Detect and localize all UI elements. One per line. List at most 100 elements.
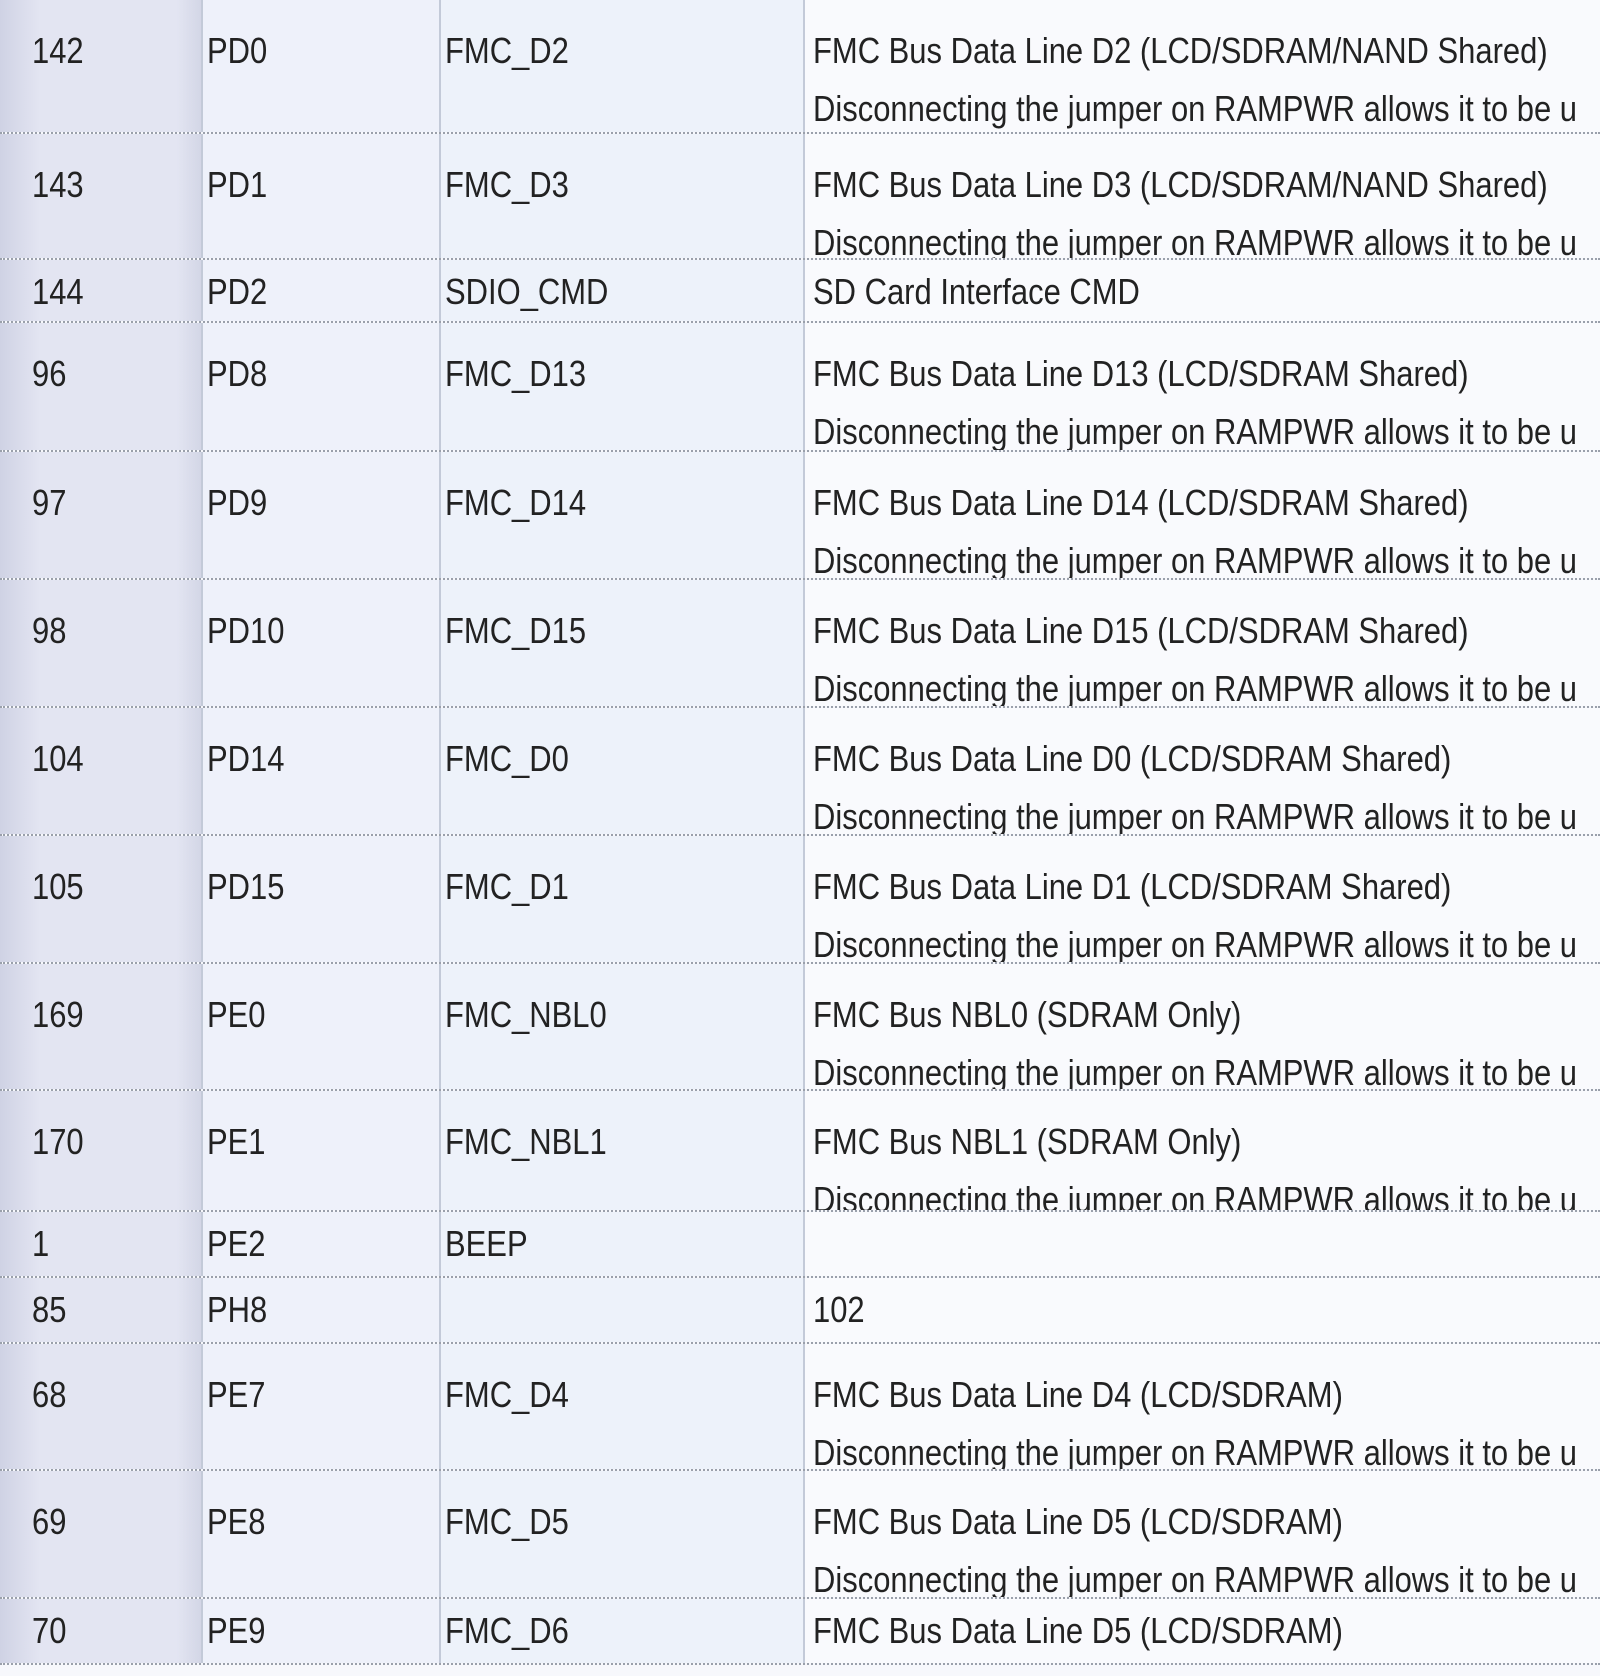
description-text: Disconnecting the jumper on RAMPWR allow…: [813, 1052, 1578, 1089]
port-text: PD2: [207, 271, 268, 312]
description-text: Disconnecting the jumper on RAMPWR allow…: [813, 924, 1578, 962]
port-text: PD8: [207, 353, 268, 394]
pin-text: 68: [32, 1374, 67, 1415]
description-cell: FMC Bus Data Line D5 (LCD/SDRAM): [805, 1599, 1600, 1663]
port-text: PD15: [207, 866, 285, 907]
port-cell: PD9: [203, 452, 441, 578]
description-text: FMC Bus Data Line D0 (LCD/SDRAM Shared): [813, 738, 1452, 779]
pin-text: 104: [32, 738, 84, 779]
function-text: FMC_NBL1: [445, 1121, 607, 1162]
function-cell: BEEP: [441, 1212, 805, 1276]
function-text: FMC_D5: [445, 1501, 569, 1542]
port-cell: PE1: [203, 1091, 441, 1210]
port-cell: PD0: [203, 0, 441, 132]
description-text: FMC Bus Data Line D15 (LCD/SDRAM Shared): [813, 610, 1469, 651]
function-text: SDIO_CMD: [445, 271, 609, 312]
description-cell: SD Card Interface CMD: [805, 260, 1600, 321]
function-cell: FMC_D6: [441, 1599, 805, 1663]
port-cell: PD8: [203, 323, 441, 450]
pin-cell: 97: [0, 452, 203, 578]
table-row: 98 PD10 FMC_D15 FMC Bus Data Line D15 (LCD/…: [0, 580, 1600, 708]
function-cell: FMC_D1: [441, 836, 805, 962]
pin-cell: 70: [0, 1599, 203, 1663]
pin-text: 97: [32, 482, 67, 523]
description-text: 102: [813, 1289, 865, 1330]
table-row: 69 PE8 FMC_D5 FMC Bus Data Line D5 (LCD/SDR…: [0, 1471, 1600, 1599]
table-row: 97 PD9 FMC_D14 FMC Bus Data Line D14 (LCD/S…: [0, 452, 1600, 580]
function-cell: FMC_D5: [441, 1471, 805, 1597]
pin-text: 144: [32, 271, 84, 312]
port-text: PD9: [207, 482, 268, 523]
description-cell: FMC Bus Data Line D3 (LCD/SDRAM/NAND Sha…: [805, 134, 1600, 258]
description-cell: FMC Bus Data Line D5 (LCD/SDRAM) Disconne…: [805, 1471, 1600, 1597]
pin-cell: 96: [0, 323, 203, 450]
port-text: PD10: [207, 610, 285, 651]
pin-text: 169: [32, 994, 84, 1035]
description-text: Disconnecting the jumper on RAMPWR allow…: [813, 1432, 1578, 1469]
port-text: PE2: [207, 1223, 266, 1264]
description-text: Disconnecting the jumper on RAMPWR allow…: [813, 540, 1578, 578]
description-text: FMC Bus Data Line D2 (LCD/SDRAM/NAND Sha…: [813, 30, 1548, 71]
function-cell: SDIO_CMD: [441, 260, 805, 321]
pin-text: 96: [32, 353, 67, 394]
pin-text: 143: [32, 164, 84, 205]
port-text: PE9: [207, 1610, 266, 1651]
table-row: 143 PD1 FMC_D3 FMC Bus Data Line D3 (LCD/SD…: [0, 134, 1600, 260]
description-cell: FMC Bus Data Line D15 (LCD/SDRAM Shared)…: [805, 580, 1600, 706]
description-text: Disconnecting the jumper on RAMPWR allow…: [813, 796, 1578, 834]
port-cell: PE8: [203, 1471, 441, 1597]
pin-text: 170: [32, 1121, 84, 1162]
function-text: BEEP: [445, 1223, 528, 1264]
function-cell: FMC_D2: [441, 0, 805, 132]
description-text: FMC Bus NBL1 (SDRAM Only): [813, 1121, 1242, 1162]
port-text: PD1: [207, 164, 268, 205]
description-cell: FMC Bus NBL0 (SDRAM Only) Disconnecting t…: [805, 964, 1600, 1089]
function-text: FMC_D13: [445, 353, 587, 394]
pin-cell: 169: [0, 964, 203, 1089]
description-cell: FMC Bus Data Line D1 (LCD/SDRAM Shared) D…: [805, 836, 1600, 962]
port-cell: PD15: [203, 836, 441, 962]
pin-text: 142: [32, 30, 84, 71]
port-cell: PD1: [203, 134, 441, 258]
pin-cell: 144: [0, 260, 203, 321]
port-text: PD14: [207, 738, 285, 779]
function-text: FMC_D3: [445, 164, 569, 205]
port-cell: PD14: [203, 708, 441, 834]
pin-cell: 104: [0, 708, 203, 834]
description-text: Disconnecting the jumper on RAMPWR allow…: [813, 1179, 1578, 1210]
table-row: 104 PD14 FMC_D0 FMC Bus Data Line D0 (LCD/S…: [0, 708, 1600, 836]
port-cell: PH8: [203, 1278, 441, 1342]
description-text: FMC Bus NBL0 (SDRAM Only): [813, 994, 1242, 1035]
function-text: FMC_D15: [445, 610, 587, 651]
table-row: 170 PE1 FMC_NBL1 FMC Bus NBL1 (SDRAM Only) D…: [0, 1091, 1600, 1212]
description-cell: FMC Bus Data Line D13 (LCD/SDRAM Shared)…: [805, 323, 1600, 450]
pin-cell: 142: [0, 0, 203, 132]
function-cell: FMC_D0: [441, 708, 805, 834]
port-cell: PD10: [203, 580, 441, 706]
description-text: Disconnecting the jumper on RAMPWR allow…: [813, 1559, 1578, 1597]
pin-cell: 68: [0, 1344, 203, 1469]
function-cell: FMC_D14: [441, 452, 805, 578]
port-cell: PE7: [203, 1344, 441, 1469]
port-cell: PD2: [203, 260, 441, 321]
port-cell: PE9: [203, 1599, 441, 1663]
function-cell: FMC_D13: [441, 323, 805, 450]
function-text: FMC_D0: [445, 738, 569, 779]
table-row: 68 PE7 FMC_D4 FMC Bus Data Line D4 (LCD/SDR…: [0, 1344, 1600, 1471]
description-text: FMC Bus Data Line D3 (LCD/SDRAM/NAND Sha…: [813, 164, 1548, 205]
port-text: PE7: [207, 1374, 266, 1415]
function-cell: [441, 1278, 805, 1342]
function-cell: FMC_NBL1: [441, 1091, 805, 1210]
function-cell: FMC_D15: [441, 580, 805, 706]
description-text: Disconnecting the jumper on RAMPWR allow…: [813, 668, 1578, 706]
description-cell: FMC Bus NBL1 (SDRAM Only) Disconnecting t…: [805, 1091, 1600, 1210]
port-cell: PE2: [203, 1212, 441, 1276]
description-text: FMC Bus Data Line D13 (LCD/SDRAM Shared): [813, 353, 1469, 394]
pin-text: 1: [32, 1223, 50, 1264]
function-text: FMC_D6: [445, 1610, 569, 1651]
function-text: FMC_D14: [445, 482, 587, 523]
pin-text: 98: [32, 610, 67, 651]
table-row: 96 PD8 FMC_D13 FMC Bus Data Line D13 (LCD/S…: [0, 323, 1600, 452]
function-cell: FMC_D3: [441, 134, 805, 258]
